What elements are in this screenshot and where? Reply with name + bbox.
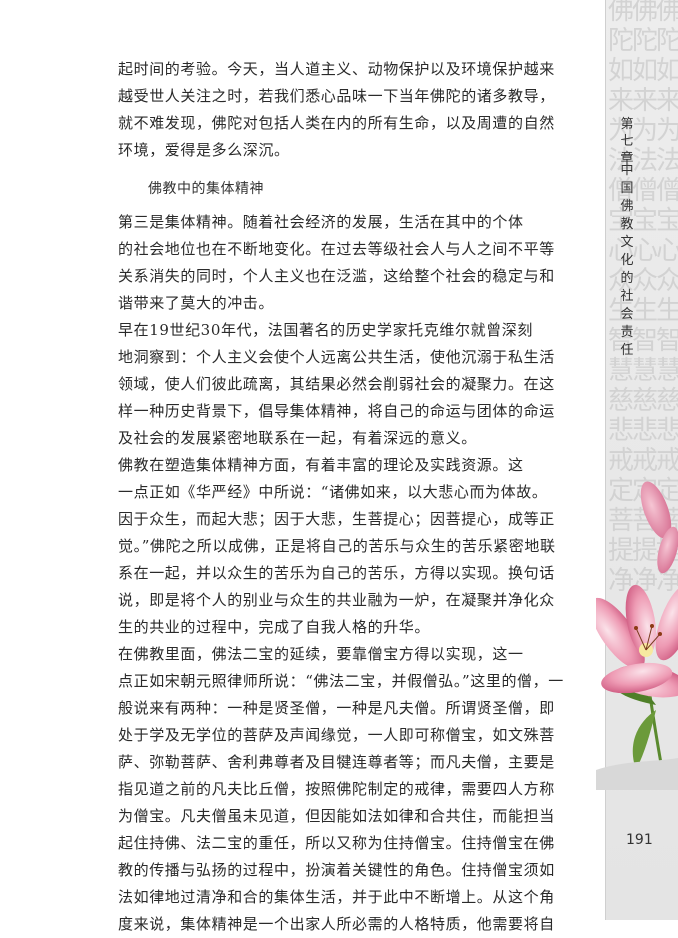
calligraphy-char: 悲 [632,416,659,446]
calligraphy-char: 佛 [608,0,635,26]
calligraphy-char: 为 [608,116,635,146]
text-line: 般说来有两种：一种是贤圣僧，一种是凡夫僧。所谓贤圣僧，即 [118,699,555,717]
calligraphy-char: 心 [608,236,635,266]
calligraphy-char: 慈 [632,386,659,416]
calligraphy-char: 戒 [656,446,678,476]
calligraphy-char: 众 [608,266,635,296]
calligraphy-char: 生 [632,296,659,326]
calligraphy-char: 慧 [608,356,635,386]
calligraphy-char: 宝 [632,206,659,236]
calligraphy-char: 佛 [656,0,678,26]
calligraphy-char: 慈 [608,386,635,416]
calligraphy-char: 生 [656,296,678,326]
calligraphy-char: 陀 [632,26,659,56]
calligraphy-char: 慧 [632,356,659,386]
calligraphy-char: 智 [656,326,678,356]
sidebar-panel: 佛陀如来为法僧宝心众生智慧慈悲戒定菩提净佛陀如来为法僧宝心众生智慧慈悲戒定菩提净… [606,0,678,920]
chapter-label: 第七章 [620,117,634,166]
text-line: 为僧宝。凡夫僧虽未见道，但因能如法如律和合共住，而能担当 [118,807,555,825]
calligraphy-char: 提 [632,536,659,566]
calligraphy-background: 佛陀如来为法僧宝心众生智慧慈悲戒定菩提净佛陀如来为法僧宝心众生智慧慈悲戒定菩提净… [606,0,678,620]
text-line: 指见道之前的凡夫比丘僧，按照佛陀制定的戒律，需要四人方称 [118,780,555,798]
text-line: 及社会的发展紧密地联系在一起，有着深远的意义。 [118,429,477,447]
calligraphy-char: 慧 [656,356,678,386]
text-line: 觉。”佛陀之所以成佛，正是将自己的苦乐与众生的苦乐紧密地联 [118,537,556,555]
body-text: 起时间的考验。今天，当人道主义、动物保护以及环境保护越来 越受世人关注之时，若我们… [118,56,594,938]
text-line: 环境，爱得是多么深沉。 [118,141,290,159]
text-line: 关系消失的同时，个人主义也在泛滥，这给整个社会的稳定与和 [118,267,555,285]
calligraphy-char: 为 [656,116,678,146]
calligraphy-char: 法 [656,146,678,176]
calligraphy-char: 智 [632,326,659,356]
text-line: 就不难发现，佛陀对包括人类在内的所有生命，以及周遭的自然 [118,114,555,132]
paragraph: 第三是集体精神。随着社会经济的发展，生活在其中的个体的社会地位也在不断地变化。在… [118,209,594,317]
text-line: 起住持佛、法二宝的重任，所以又称为住持僧宝。住持僧宝在佛 [118,834,555,852]
calligraphy-char: 提 [608,536,635,566]
calligraphy-char: 僧 [608,176,635,206]
calligraphy-char: 僧 [632,176,659,206]
calligraphy-char: 如 [632,56,659,86]
text-line: 越受世人关注之时，若我们悉心品味一下当年佛陀的诸多教导， [118,87,555,105]
text-line: 地洞察到：个人主义会使个人远离公共生活，使他沉溺于私生活 [118,348,555,366]
sidebar-divider [605,0,606,920]
text-line: 早在19世纪30年代，法国著名的历史学家托克维尔就曾深刻 [118,321,533,339]
paragraph: 在佛教里面，佛法二宝的延续，要靠僧宝方得以实现，这一点正如宋朝元照律师所说：“佛… [118,641,594,938]
calligraphy-char: 净 [656,566,678,596]
section-heading: 佛教中的集体精神 [148,181,264,197]
paragraph: 佛教在塑造集体精神方面，有着丰富的理论及实践资源。这一点正如《华严经》中所说：“… [118,452,594,641]
calligraphy-char: 如 [656,56,678,86]
calligraphy-char: 陀 [608,26,635,56]
chapter-separator [621,155,632,156]
calligraphy-char: 来 [632,86,659,116]
text-line: 生的共业的过程中，完成了自我人格的升华。 [118,618,431,636]
lily-flower-image [596,481,678,790]
calligraphy-char: 众 [632,266,659,296]
text-line: 领域，使人们彼此疏离，其结果必然会削弱社会的凝聚力。在这 [118,375,555,393]
page-number: 191 [626,832,653,848]
calligraphy-char: 慈 [656,386,678,416]
text-line: 谐带来了莫大的冲击。 [118,294,275,312]
text-line: 的社会地位也在不断地变化。在过去等级社会人与人之间不平等 [118,240,555,258]
calligraphy-char: 如 [608,56,635,86]
calligraphy-char: 悲 [608,416,635,446]
paragraph: 早在19世纪30年代，法国著名的历史学家托克维尔就曾深刻地洞察到：个人主义会使个… [118,317,594,452]
text-line: 点正如宋朝元照律师所说：“佛法二宝，并假僧弘。”这里的僧，一 [118,672,564,690]
calligraphy-char: 戒 [608,446,635,476]
calligraphy-char: 宝 [656,206,678,236]
calligraphy-char: 心 [656,236,678,266]
calligraphy-char: 陀 [656,26,678,56]
text-line: 系在一起，并以众生的苦乐为自己的苦乐，方得以实现。换句话 [118,564,555,582]
text-line: 第三是集体精神。随着社会经济的发展，生活在其中的个体 [118,213,524,231]
paragraph: 起时间的考验。今天，当人道主义、动物保护以及环境保护越来 越受世人关注之时，若我们… [118,56,594,164]
calligraphy-char: 悲 [656,416,678,446]
chapter-title: 中国佛教文化的社会责任 [620,163,634,358]
calligraphy-char: 来 [656,86,678,116]
calligraphy-char: 来 [608,86,635,116]
calligraphy-char: 宝 [608,206,635,236]
calligraphy-char: 菩 [608,506,635,536]
text-line: 一点正如《华严经》中所说：“诸佛如来，以大悲心而为体故。 [118,483,548,501]
calligraphy-char: 为 [632,116,659,146]
text-line: 样一种历史背景下，倡导集体精神，将自己的命运与团体的命运 [118,402,555,420]
calligraphy-char: 定 [608,476,635,506]
text-line: 佛教在塑造集体精神方面，有着丰富的理论及实践资源。这 [118,456,524,474]
text-line: 因于众生，而起大悲；因于大悲，生菩提心；因菩提心，成等正 [118,510,555,528]
text-line: 起时间的考验。今天，当人道主义、动物保护以及环境保护越来 [118,60,555,78]
calligraphy-char: 法 [608,146,635,176]
text-line: 萨、弥勒菩萨、舍利弗尊者及目犍连尊者等；而凡夫僧，主要是 [118,753,555,771]
calligraphy-char: 法 [632,146,659,176]
calligraphy-char: 众 [656,266,678,296]
calligraphy-char: 佛 [632,0,659,26]
text-line: 说，即是将个人的别业与众生的共业融为一炉，在凝聚并净化众 [118,591,555,609]
calligraphy-char: 智 [608,326,635,356]
calligraphy-char: 生 [608,296,635,326]
text-line: 度来说，集体精神是一个出家人所必需的人格特质，他需要将自 [118,915,555,933]
calligraphy-char: 僧 [656,176,678,206]
calligraphy-char: 心 [632,236,659,266]
text-line: 在佛教里面，佛法二宝的延续，要靠僧宝方得以实现，这一 [118,645,524,663]
calligraphy-char: 戒 [632,446,659,476]
text-line: 教的传播与弘扬的过程中，扮演着关键性的角色。住持僧宝须如 [118,861,555,879]
text-line: 处于学及无学位的菩萨及声闻缘觉，一人即可称僧宝，如文殊菩 [118,726,555,744]
text-line: 法如律地过清净和合的集体生活，并于此中不断增上。从这个角 [118,888,555,906]
